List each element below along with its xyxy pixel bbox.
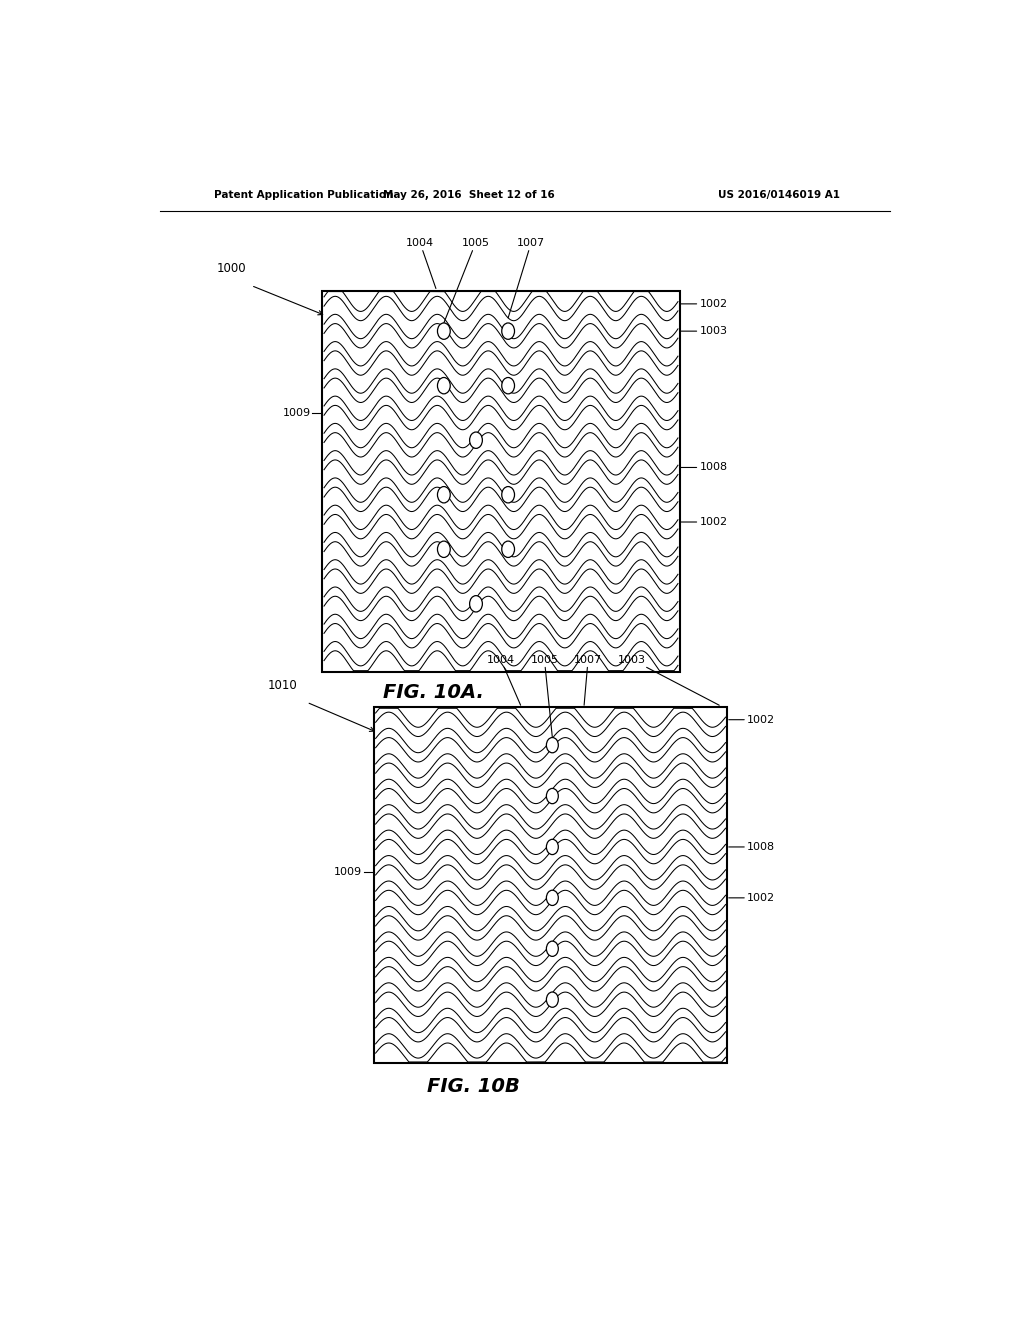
Text: 1003: 1003: [681, 326, 727, 337]
Bar: [323, 290, 680, 672]
Text: FIG. 10B: FIG. 10B: [427, 1077, 519, 1096]
Circle shape: [437, 487, 451, 503]
Circle shape: [547, 738, 558, 752]
Circle shape: [547, 788, 558, 804]
Text: 1000: 1000: [216, 263, 246, 276]
Text: 1009: 1009: [283, 408, 310, 418]
Circle shape: [547, 993, 558, 1007]
Circle shape: [547, 840, 558, 854]
Circle shape: [470, 432, 482, 449]
Text: 1010: 1010: [268, 678, 298, 692]
Text: 1002: 1002: [681, 298, 727, 309]
Text: 1003: 1003: [617, 655, 719, 705]
Circle shape: [437, 378, 451, 393]
Text: 1007: 1007: [508, 238, 545, 318]
Text: 1009: 1009: [334, 867, 362, 878]
Text: 1007: 1007: [574, 655, 602, 705]
Text: 1002: 1002: [681, 517, 727, 527]
Text: 1004: 1004: [406, 238, 436, 289]
Text: May 26, 2016  Sheet 12 of 16: May 26, 2016 Sheet 12 of 16: [383, 190, 555, 201]
Text: 1008: 1008: [681, 462, 727, 473]
Circle shape: [470, 595, 482, 612]
Text: 1002: 1002: [729, 714, 775, 725]
Text: US 2016/0146019 A1: US 2016/0146019 A1: [718, 190, 840, 201]
Circle shape: [547, 941, 558, 957]
Text: 1005: 1005: [443, 238, 489, 323]
Circle shape: [502, 323, 514, 339]
Circle shape: [502, 487, 514, 503]
Text: Patent Application Publication: Patent Application Publication: [214, 190, 393, 201]
Circle shape: [502, 541, 514, 557]
Circle shape: [547, 890, 558, 906]
Circle shape: [437, 323, 451, 339]
Bar: [374, 708, 727, 1063]
Text: FIG. 10A.: FIG. 10A.: [383, 682, 484, 701]
Text: 1005: 1005: [530, 655, 558, 738]
Circle shape: [502, 378, 514, 393]
Circle shape: [437, 541, 451, 557]
Text: 1002: 1002: [729, 892, 775, 903]
Text: 1008: 1008: [729, 842, 775, 851]
Text: 1004: 1004: [486, 655, 520, 705]
